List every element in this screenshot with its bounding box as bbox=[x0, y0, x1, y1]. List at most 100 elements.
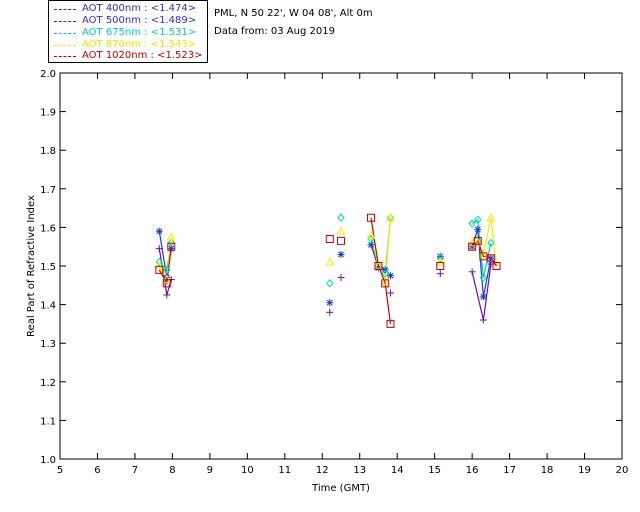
data-point-aot-500nm bbox=[474, 225, 482, 233]
legend-swatch-1020nm bbox=[54, 56, 76, 57]
legend: AOT 400nm : <1.474> AOT 500nm : <1.489> … bbox=[48, 0, 208, 63]
data-point-aot-870nm bbox=[479, 249, 488, 258]
series-line-aot-500nm bbox=[471, 229, 492, 298]
data-point-aot-1020nm bbox=[366, 213, 375, 222]
data-point-aot-1020nm bbox=[468, 242, 477, 251]
data-point-aot-675nm bbox=[155, 257, 163, 267]
data-point-aot-675nm bbox=[436, 254, 444, 263]
x-tick-label: 16 bbox=[466, 465, 479, 476]
data-point-aot-1020nm bbox=[325, 234, 334, 243]
legend-label-1020nm: AOT 1020nm : <1.523> bbox=[82, 50, 203, 61]
legend-label-500nm: AOT 500nm : <1.489> bbox=[82, 15, 197, 26]
x-tick-label: 11 bbox=[278, 465, 291, 476]
y-tick-label: 1.2 bbox=[40, 378, 56, 389]
data-point-aot-1020nm bbox=[492, 262, 501, 270]
data-point-aot-500nm bbox=[479, 293, 487, 301]
legend-label-675nm: AOT 675nm : <1.531> bbox=[82, 27, 197, 38]
data-point-aot-870nm bbox=[386, 212, 395, 222]
series-line-aot-1020nm bbox=[370, 217, 392, 324]
x-tick-label: 19 bbox=[578, 465, 591, 476]
data-point-aot-500nm bbox=[155, 227, 163, 235]
data-point-aot-675nm bbox=[163, 265, 171, 275]
x-tick-label: 9 bbox=[207, 465, 213, 476]
x-tick-label: 12 bbox=[316, 465, 329, 476]
legend-swatch-870nm bbox=[54, 45, 76, 46]
data-point-aot-870nm bbox=[473, 237, 483, 247]
data-point-aot-500nm bbox=[326, 299, 334, 307]
x-tick-label: 5 bbox=[57, 465, 63, 476]
data-point-aot-1020nm bbox=[167, 242, 176, 251]
data-point-aot-400nm bbox=[468, 268, 476, 276]
data-point-aot-870nm bbox=[380, 276, 390, 285]
legend-entry-675nm: AOT 675nm : <1.531> bbox=[49, 27, 207, 39]
y-tick-label: 2.0 bbox=[40, 69, 56, 80]
y-tick-label: 1.3 bbox=[40, 339, 56, 350]
data-point-aot-400nm bbox=[163, 291, 171, 299]
data-point-aot-500nm bbox=[487, 254, 495, 262]
legend-swatch-400nm bbox=[54, 9, 76, 10]
data-point-aot-1020nm bbox=[381, 279, 390, 288]
data-point-aot-870nm bbox=[325, 257, 335, 266]
data-point-aot-675nm bbox=[337, 213, 345, 223]
data-point-aot-1020nm bbox=[386, 319, 395, 328]
y-tick-label: 1.6 bbox=[40, 223, 56, 234]
data-point-aot-870nm bbox=[162, 274, 172, 284]
legend-entry-500nm: AOT 500nm : <1.489> bbox=[49, 15, 207, 27]
data-point-aot-675nm bbox=[468, 219, 476, 228]
x-tick-label: 20 bbox=[616, 465, 629, 476]
legend-label-870nm: AOT 870nm : <1.543> bbox=[82, 39, 197, 50]
data-point-aot-500nm bbox=[468, 243, 476, 251]
plot-frame bbox=[59, 72, 623, 460]
x-tick-label: 15 bbox=[428, 465, 441, 476]
data-point-aot-1020nm bbox=[374, 262, 383, 270]
data-point-aot-675nm bbox=[487, 238, 495, 248]
x-tick-label: 7 bbox=[132, 465, 138, 476]
x-tick-label: 17 bbox=[503, 465, 516, 476]
data-date: Data from: 03 Aug 2019 bbox=[214, 26, 335, 37]
y-tick-label: 1.8 bbox=[40, 146, 56, 157]
data-point-aot-675nm bbox=[479, 273, 488, 282]
data-point-aot-400nm bbox=[326, 308, 334, 316]
y-tick-label: 1.9 bbox=[40, 108, 56, 119]
x-tick-label: 13 bbox=[353, 465, 366, 476]
legend-entry-400nm: AOT 400nm : <1.474> bbox=[49, 3, 207, 15]
series-line-aot-1020nm bbox=[158, 246, 172, 286]
data-point-aot-500nm bbox=[386, 272, 394, 280]
data-point-aot-1020nm bbox=[486, 254, 495, 263]
x-tick-label: 6 bbox=[94, 465, 100, 476]
site-location: PML, N 50 22', W 04 08', Alt 0m bbox=[214, 8, 373, 19]
data-point-aot-500nm bbox=[337, 250, 345, 258]
data-point-aot-400nm bbox=[155, 245, 163, 253]
data-point-aot-675nm bbox=[167, 238, 175, 248]
data-point-aot-870nm bbox=[486, 212, 496, 222]
data-point-aot-870nm bbox=[154, 260, 164, 270]
legend-entry-1020nm: AOT 1020nm : <1.523> bbox=[49, 50, 207, 62]
data-point-aot-1020nm bbox=[155, 265, 164, 274]
legend-entry-870nm: AOT 870nm : <1.543> bbox=[49, 39, 207, 51]
data-point-aot-400nm bbox=[386, 289, 394, 297]
y-tick-label: 1.5 bbox=[40, 262, 56, 273]
data-point-aot-1020nm bbox=[162, 279, 171, 288]
legend-swatch-500nm bbox=[54, 21, 76, 22]
axis-ticks: 5 6 7 8 9 10 11 12 13 14 15 16 17 18 19 20 1.0 1.1 1.2 1.3 1… bbox=[40, 69, 628, 476]
data-point-aot-870nm bbox=[435, 257, 445, 266]
data-point-aot-870nm bbox=[166, 231, 176, 241]
data-point-aot-1020nm bbox=[436, 262, 445, 270]
data-point-aot-870nm bbox=[366, 230, 376, 239]
x-tick-label: 18 bbox=[541, 465, 554, 476]
y-tick-label: 1.0 bbox=[40, 455, 56, 466]
x-axis-label: Time (GMT) bbox=[311, 483, 370, 494]
x-tick-label: 10 bbox=[241, 465, 254, 476]
data-point-aot-675nm bbox=[326, 279, 334, 288]
data-point-aot-675nm bbox=[474, 215, 482, 224]
data-point-aot-400nm bbox=[479, 316, 487, 324]
legend-swatch-675nm bbox=[54, 33, 76, 34]
x-tick-label: 8 bbox=[169, 465, 175, 476]
y-axis-label: Real Part of Refractive Index bbox=[26, 195, 37, 337]
y-tick-label: 1.4 bbox=[40, 301, 56, 312]
y-tick-label: 1.7 bbox=[40, 185, 56, 196]
data-point-aot-1020nm bbox=[473, 236, 482, 245]
y-tick-label: 1.1 bbox=[40, 416, 56, 427]
legend-label-400nm: AOT 400nm : <1.474> bbox=[82, 3, 197, 14]
